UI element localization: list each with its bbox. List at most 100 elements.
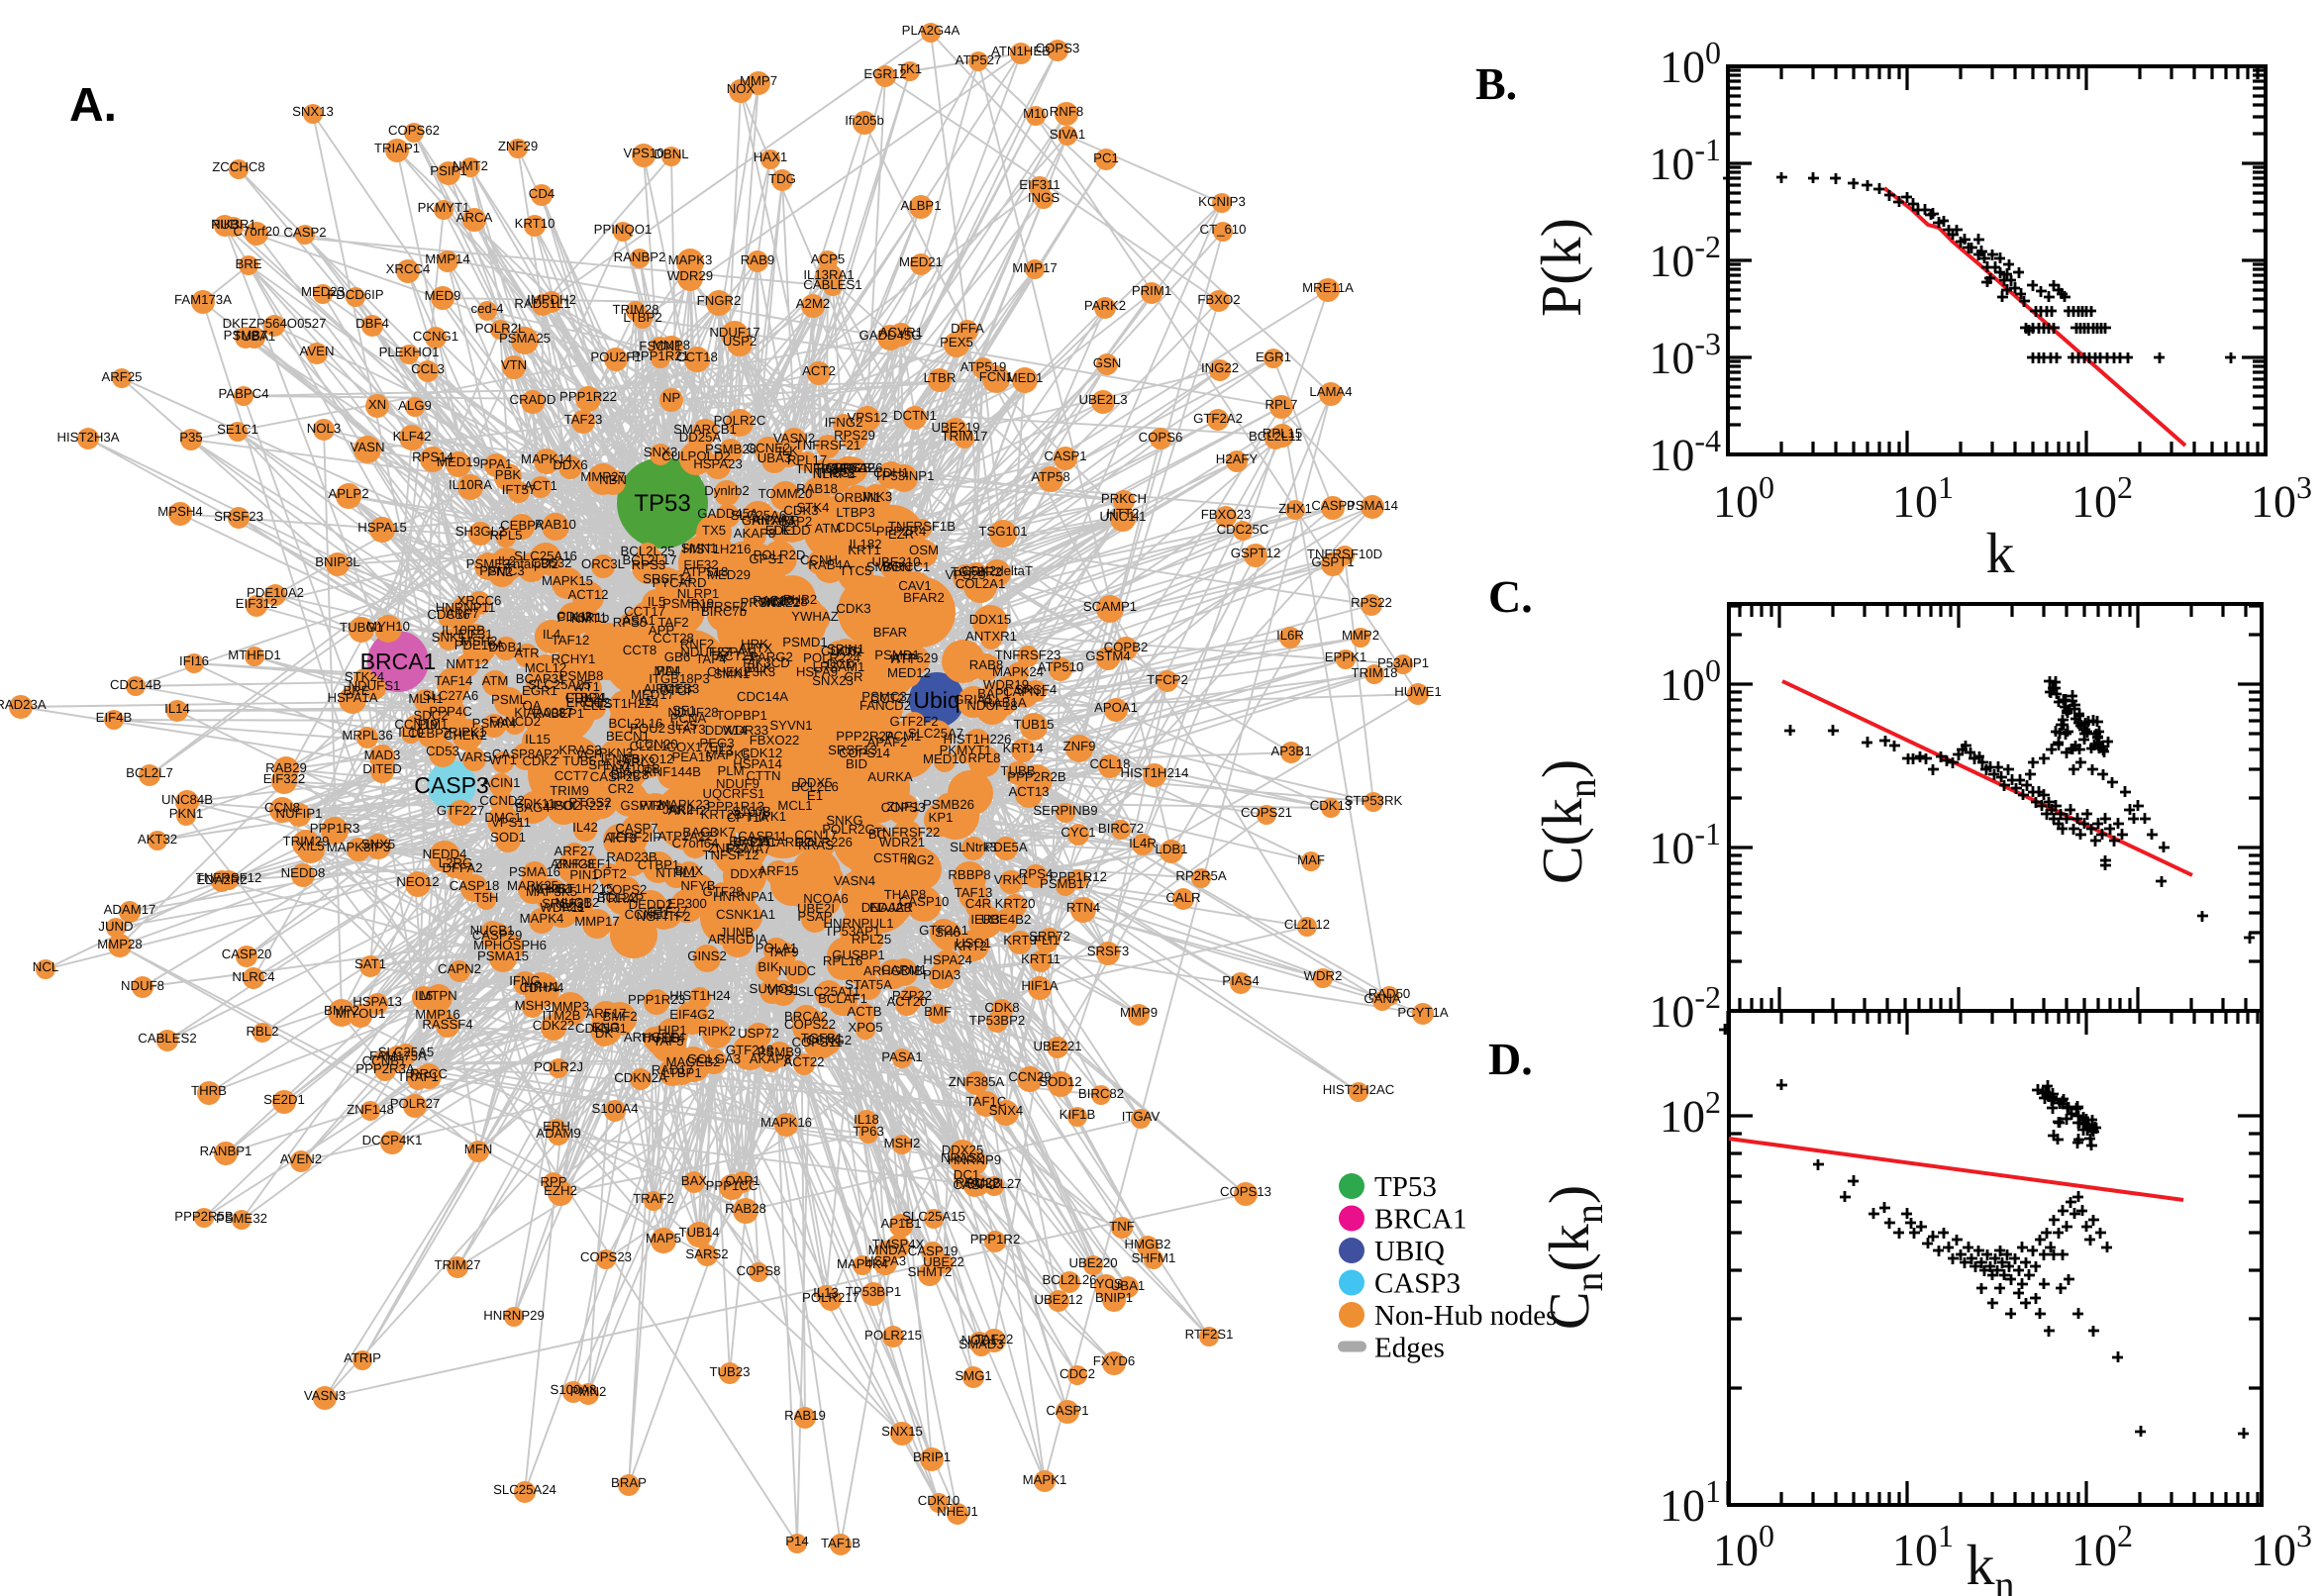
svg-text:PCM1: PCM1: [885, 729, 922, 744]
svg-text:ATR: ATR: [837, 645, 861, 659]
svg-text:BMX: BMX: [675, 863, 704, 878]
svg-text:UBE4B2: UBE4B2: [981, 912, 1032, 927]
svg-text:MAP5: MAP5: [646, 1231, 681, 1246]
svg-text:OSM: OSM: [909, 543, 939, 557]
svg-text:ING22: ING22: [1201, 360, 1239, 375]
svg-text:SERPINB9: SERPINB9: [1033, 803, 1097, 818]
svg-text:ANXA3: ANXA3: [752, 513, 794, 528]
svg-text:TAF22: TAF22: [975, 1332, 1014, 1347]
svg-text:MMP3: MMP3: [552, 999, 589, 1014]
svg-text:CCNE1: CCNE1: [625, 907, 669, 922]
svg-text:HIST1H224: HIST1H224: [591, 696, 659, 711]
svg-text:CDC6: CDC6: [821, 644, 857, 658]
svg-text:TNF: TNF: [1109, 1219, 1135, 1234]
svg-text:RAD23B: RAD23B: [606, 849, 657, 864]
svg-text:TP53AP1: TP53AP1: [825, 924, 880, 939]
svg-text:XRCC4: XRCC4: [386, 261, 431, 276]
svg-text:TERF2IP: TERF2IP: [608, 830, 661, 845]
svg-text:CASP11: CASP11: [738, 829, 787, 844]
svg-text:ALBP1: ALBP1: [900, 198, 941, 213]
svg-text:IL42: IL42: [572, 820, 598, 835]
svg-text:IL15: IL15: [525, 732, 551, 747]
svg-text:LTBP3: LTBP3: [836, 505, 874, 520]
svg-text:ATP58: ATP58: [1031, 469, 1069, 484]
svg-text:CDK3: CDK3: [783, 503, 818, 518]
svg-text:A2M2: A2M2: [796, 296, 830, 311]
svg-text:UNC84B: UNC84B: [161, 792, 213, 807]
svg-text:MMP17: MMP17: [1012, 260, 1057, 275]
svg-text:MAPK23: MAPK23: [658, 797, 710, 812]
svg-text:COPS62: COPS62: [388, 123, 440, 138]
svg-text:ACP5: ACP5: [811, 251, 845, 266]
svg-text:KP1: KP1: [929, 810, 954, 825]
svg-text:BCL2L25: BCL2L25: [621, 544, 675, 558]
svg-text:PPP1R23: PPP1R23: [628, 992, 685, 1007]
svg-text:AP3B1: AP3B1: [1270, 744, 1311, 758]
svg-text:VPS11: VPS11: [491, 815, 531, 830]
svg-text:CDH1: CDH1: [873, 465, 909, 480]
svg-text:BCL2L7: BCL2L7: [126, 765, 173, 780]
svg-text:PLM: PLM: [717, 763, 744, 778]
svg-text:INGS: INGS: [1028, 190, 1060, 205]
svg-text:POLR227: POLR227: [554, 798, 611, 813]
svg-text:TAF9: TAF9: [767, 945, 798, 959]
svg-text:SLC25A7: SLC25A7: [908, 726, 963, 741]
svg-text:AVEN2: AVEN2: [280, 1151, 322, 1166]
svg-text:POLR2D: POLR2D: [754, 548, 806, 562]
svg-text:GPS1: GPS1: [749, 551, 783, 566]
svg-text:TRIM9: TRIM9: [550, 783, 589, 798]
svg-text:SH6: SH6: [935, 925, 960, 940]
svg-text:TP53: TP53: [634, 490, 690, 517]
svg-text:NDUF18: NDUF18: [966, 698, 1017, 713]
svg-text:CTGF: CTGF: [659, 683, 695, 698]
svg-text:NUDC: NUDC: [778, 963, 817, 978]
svg-text:PIM1: PIM1: [418, 717, 449, 732]
svg-text:GANA: GANA: [1364, 991, 1401, 1006]
svg-text:CDC14A: CDC14A: [737, 689, 788, 704]
svg-text:USP72: USP72: [738, 1026, 779, 1041]
svg-text:TAF12: TAF12: [552, 633, 590, 648]
svg-text:NDUF9: NDUF9: [716, 776, 759, 791]
svg-text:KRT11: KRT11: [1021, 951, 1060, 966]
svg-text:CDC16: CDC16: [427, 607, 469, 622]
svg-text:HSPA13: HSPA13: [353, 994, 402, 1009]
svg-text:SLNtrk3: SLNtrk3: [950, 840, 997, 854]
svg-text:CDC25C: CDC25C: [1217, 522, 1269, 537]
svg-text:PSMA15: PSMA15: [477, 948, 529, 963]
svg-text:LTBP2: LTBP2: [623, 310, 661, 325]
svg-text:IL6R: IL6R: [1276, 628, 1304, 643]
svg-text:RAB9: RAB9: [741, 252, 774, 267]
svg-text:BRE: BRE: [343, 683, 369, 698]
svg-text:MAPK25: MAPK25: [507, 878, 558, 893]
svg-text:PSMA7: PSMA7: [727, 842, 771, 856]
svg-text:COPS6: COPS6: [1139, 430, 1183, 445]
svg-text:RBL2: RBL2: [247, 1024, 279, 1039]
svg-text:PTGS2: PTGS2: [568, 795, 611, 810]
svg-text:PLA2G4A: PLA2G4A: [902, 23, 960, 38]
svg-text:CD4: CD4: [529, 186, 555, 201]
svg-text:NLRC4: NLRC4: [232, 969, 274, 984]
svg-text:CCN17: CCN17: [794, 828, 837, 843]
svg-text:SMARCB1: SMARCB1: [673, 422, 737, 437]
svg-text:KRT1: KRT1: [848, 543, 880, 557]
svg-text:RRCC: RRCC: [410, 1066, 449, 1081]
svg-text:C4R: C4R: [965, 896, 991, 911]
svg-text:VTN: VTN: [501, 357, 527, 372]
svg-text:TOPBP1: TOPBP1: [716, 708, 767, 723]
svg-text:RAB4A: RAB4A: [808, 557, 851, 572]
svg-text:P35: P35: [179, 430, 202, 445]
svg-text:SOD12: SOD12: [1039, 1074, 1081, 1089]
svg-text:CCL3: CCL3: [411, 361, 445, 376]
svg-text:Dynlrb2: Dynlrb2: [704, 483, 749, 498]
svg-text:JNK3: JNK3: [860, 489, 892, 504]
svg-text:TP53BP1: TP53BP1: [846, 1284, 901, 1299]
svg-text:PSME32: PSME32: [216, 1211, 267, 1226]
svg-text:MAPK3: MAPK3: [668, 252, 713, 267]
svg-text:ING2: ING2: [904, 852, 935, 867]
svg-text:GADD45A: GADD45A: [697, 506, 758, 521]
svg-text:CYC1: CYC1: [1060, 825, 1095, 840]
svg-text:KRT28: KRT28: [701, 807, 742, 822]
svg-text:POLR215: POLR215: [864, 1328, 922, 1343]
svg-text:CAPN1: CAPN1: [1003, 684, 1047, 699]
svg-text:DITED: DITED: [362, 761, 402, 776]
